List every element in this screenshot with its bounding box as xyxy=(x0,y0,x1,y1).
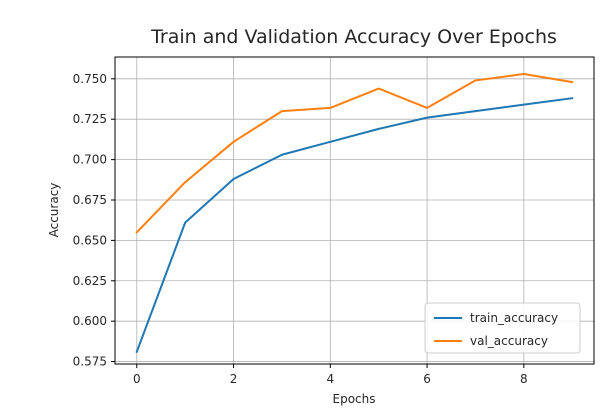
x-tick-label: 6 xyxy=(423,372,431,386)
x-tick-label: 0 xyxy=(133,372,141,386)
series-lines xyxy=(135,72,574,354)
x-tick-label: 4 xyxy=(326,372,334,386)
series-line-train-accuracy xyxy=(135,97,574,354)
legend-val-label: val_accuracy xyxy=(470,334,548,348)
y-tick-label: 0.750 xyxy=(73,72,107,86)
series-line-val-accuracy xyxy=(135,72,574,234)
legend-box xyxy=(424,302,581,354)
y-tick-label: 0.600 xyxy=(73,314,107,328)
x-axis: 0 2 4 6 8 xyxy=(133,364,528,386)
legend: train_accuracy val_accuracy xyxy=(424,302,581,354)
plot-frame xyxy=(114,56,595,365)
x-axis-label: Epochs xyxy=(333,392,376,406)
chart-title: Train and Validation Accuracy Over Epoch… xyxy=(150,26,557,48)
y-axis: 0.575 0.600 0.625 0.650 0.675 0.700 0.725 0.750 xyxy=(73,72,115,369)
x-tick-label: 8 xyxy=(520,372,528,386)
y-axis-label: Accuracy xyxy=(47,183,61,238)
y-tick-label: 0.625 xyxy=(73,274,107,288)
y-tick-label: 0.650 xyxy=(73,233,107,247)
legend-train-label: train_accuracy xyxy=(470,311,558,325)
y-tick-label: 0.575 xyxy=(73,355,107,369)
x-tick-label: 2 xyxy=(230,372,238,386)
grid-lines xyxy=(115,57,594,364)
y-tick-label: 0.725 xyxy=(73,112,107,126)
y-tick-label: 0.675 xyxy=(73,193,107,207)
y-tick-label: 0.700 xyxy=(73,153,107,167)
